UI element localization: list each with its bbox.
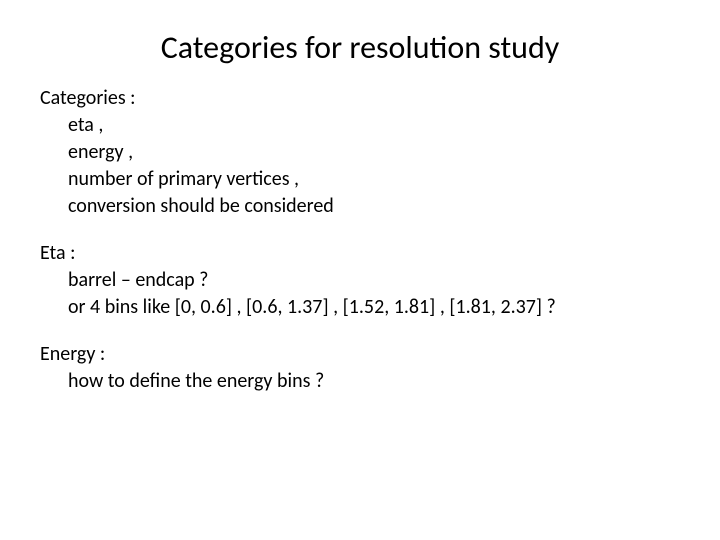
slide-title: Categories for resolution study <box>40 28 680 67</box>
categories-item: energy , <box>40 139 680 166</box>
eta-item: or 4 bins like [0, 0.6] , [0.6, 1.37] , … <box>40 294 680 321</box>
eta-header: Eta : <box>40 240 680 267</box>
eta-section: Eta : barrel – endcap ? or 4 bins like [… <box>40 240 680 321</box>
categories-item: eta , <box>40 112 680 139</box>
categories-section: Categories : eta , energy , number of pr… <box>40 85 680 220</box>
energy-item: how to define the energy bins ? <box>40 368 680 395</box>
eta-item: barrel – endcap ? <box>40 267 680 294</box>
energy-header: Energy : <box>40 341 680 368</box>
categories-item: conversion should be considered <box>40 193 680 220</box>
categories-item: number of primary vertices , <box>40 166 680 193</box>
energy-section: Energy : how to define the energy bins ? <box>40 341 680 395</box>
categories-header: Categories : <box>40 85 680 112</box>
